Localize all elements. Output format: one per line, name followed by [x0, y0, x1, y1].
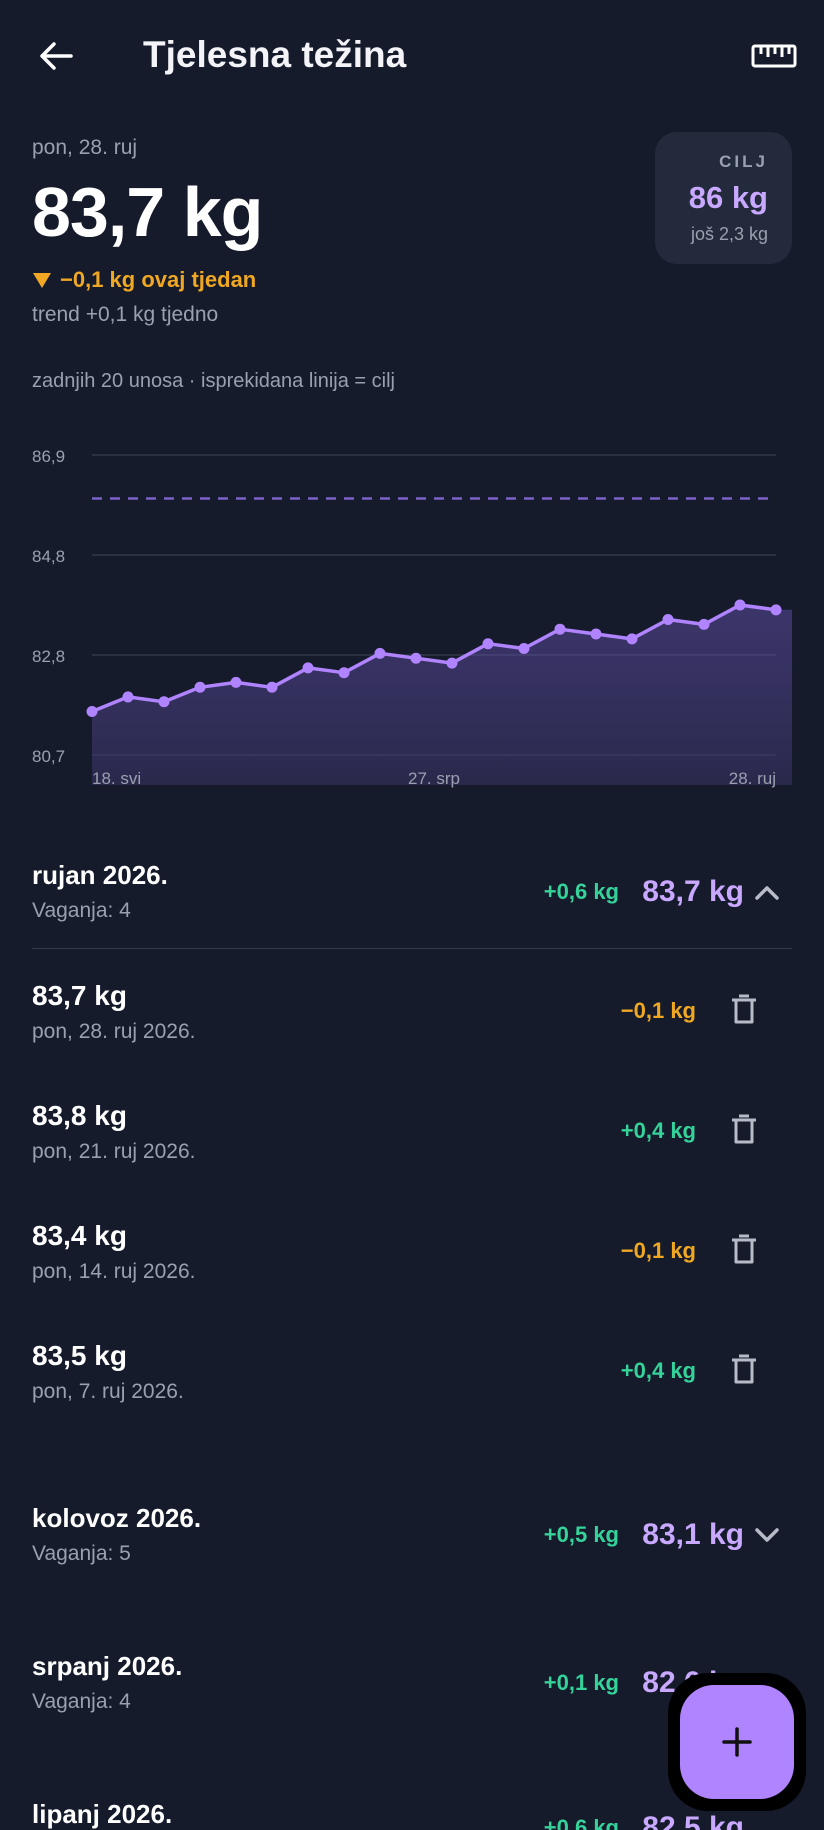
entry-date: pon, 28. ruj 2026. [32, 1020, 196, 1043]
data-point [338, 667, 350, 679]
ruler-button[interactable] [748, 36, 800, 76]
x-tick-label: 18. svi [92, 769, 141, 788]
month-avg: 83,1 kg [642, 1518, 744, 1551]
data-point [230, 676, 242, 688]
entry-row[interactable]: 83,4 kg pon, 14. ruj 2026. [32, 1220, 195, 1284]
month-delta: +0,5 kg [543, 1522, 619, 1547]
entry-weight: 83,4 kg [32, 1220, 127, 1251]
data-point [734, 599, 746, 611]
ruler-icon [751, 44, 797, 68]
entry-delta: +0,4 kg [620, 1358, 696, 1383]
add-entry-button[interactable] [680, 1685, 794, 1799]
data-point [626, 633, 638, 645]
data-point [770, 604, 782, 616]
data-point [482, 638, 494, 650]
delete-button[interactable] [728, 1352, 760, 1391]
chart-area [92, 605, 792, 785]
trend-text: trend +0,1 kg tjedno [32, 303, 219, 326]
data-point [374, 647, 386, 659]
trash-icon [732, 1354, 756, 1384]
delete-button[interactable] [728, 1232, 760, 1271]
chevron-down-icon [755, 1528, 779, 1542]
entry-delta: −0,1 kg [620, 1238, 696, 1263]
trash-icon [732, 1114, 756, 1144]
data-point [698, 618, 710, 630]
trash-icon [732, 994, 756, 1024]
month-delta: +0,6 kg [543, 1815, 619, 1830]
goal-value: 86 kg [688, 180, 768, 215]
month-header-kolovoz[interactable]: kolovoz 2026. Vaganja: 5 [32, 1503, 201, 1566]
entry-delta: −0,1 kg [620, 998, 696, 1023]
expand-button[interactable] [752, 1520, 782, 1555]
x-tick-label: 27. srp [408, 769, 460, 788]
data-point [662, 614, 674, 626]
month-title: kolovoz 2026. [32, 1503, 202, 1533]
entry-row[interactable]: 83,5 kg pon, 7. ruj 2026. [32, 1340, 184, 1404]
entry-row[interactable]: 83,8 kg pon, 21. ruj 2026. [32, 1100, 195, 1164]
data-point [194, 681, 206, 693]
month-delta: +0,6 kg [543, 879, 619, 904]
entry-row[interactable]: 83,7 kg pon, 28. ruj 2026. [32, 980, 195, 1044]
entry-date: pon, 21. ruj 2026. [32, 1140, 196, 1163]
collapse-button[interactable] [752, 878, 782, 913]
trash-icon [732, 1234, 756, 1264]
data-point [158, 696, 170, 708]
divider [32, 948, 792, 949]
entry-delta: +0,4 kg [620, 1118, 696, 1143]
series-line [91, 603, 777, 714]
month-count: Vaganja: 4 [32, 899, 131, 922]
week-change: −0,1 kg ovaj tjedan [32, 267, 256, 293]
entry-weight: 83,5 kg [32, 1340, 127, 1371]
month-header-lipanj[interactable]: lipanj 2026. [32, 1799, 172, 1830]
entry-date: pon, 7. ruj 2026. [32, 1380, 184, 1403]
data-point [554, 623, 566, 635]
data-point [590, 628, 602, 640]
data-point [122, 691, 134, 703]
month-count: Vaganja: 4 [32, 1690, 131, 1713]
month-title: lipanj 2026. [32, 1799, 173, 1829]
x-tick-label: 28. ruj [729, 769, 776, 788]
month-header-srpanj[interactable]: srpanj 2026. Vaganja: 4 [32, 1651, 182, 1714]
page-title: Tjelesna težina [143, 34, 407, 75]
latest-date: pon, 28. ruj [32, 136, 138, 159]
goal-label: CILJ [719, 152, 768, 171]
data-point [86, 705, 98, 717]
goal-card[interactable]: CILJ 86 kg još 2,3 kg [655, 132, 792, 264]
data-point [518, 643, 530, 655]
data-point [446, 657, 458, 669]
arrow-left-icon [40, 42, 73, 70]
data-point [302, 662, 314, 674]
week-change-text: −0,1 kg ovaj tjedan [60, 267, 257, 292]
delete-button[interactable] [728, 1112, 760, 1151]
back-button[interactable] [34, 34, 78, 78]
y-tick-label: 84,8 [32, 547, 65, 566]
chevron-up-icon [755, 886, 779, 900]
month-delta: +0,1 kg [543, 1670, 619, 1695]
month-header-rujan[interactable]: rujan 2026. Vaganja: 4 [32, 860, 168, 923]
data-point [266, 681, 278, 693]
latest-weight: 83,7 kg [32, 173, 263, 251]
weight-chart: 86,9 84,8 82,8 80,7 18. svi 27. srp 28. ruj [32, 447, 792, 788]
y-tick-label: 82,8 [32, 647, 65, 666]
data-point [410, 652, 422, 664]
delete-button[interactable] [728, 992, 760, 1031]
entry-date: pon, 14. ruj 2026. [32, 1260, 196, 1283]
chart-caption: zadnjih 20 unosa · isprekidana linija = … [32, 370, 395, 392]
month-avg: 82,5 kg [642, 1811, 744, 1830]
y-tick-label: 80,7 [32, 747, 65, 766]
month-title: srpanj 2026. [32, 1651, 183, 1681]
triangle-down-icon [33, 273, 51, 288]
entry-weight: 83,7 kg [32, 980, 127, 1011]
y-tick-label: 86,9 [32, 447, 65, 466]
month-avg: 83,7 kg [642, 875, 744, 908]
goal-remaining: još 2,3 kg [690, 224, 768, 244]
month-count: Vaganja: 5 [32, 1542, 131, 1565]
entry-weight: 83,8 kg [32, 1100, 127, 1131]
plus-icon [722, 1727, 752, 1757]
month-title: rujan 2026. [32, 860, 168, 890]
